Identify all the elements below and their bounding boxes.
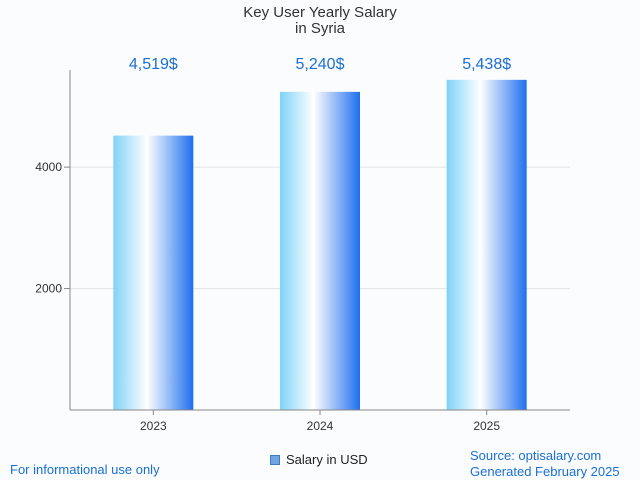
legend: Salary in USD [270,452,368,467]
chart-title: Key User Yearly Salary [243,4,397,21]
data-label-2023: 4,519$ [129,56,178,73]
y-tick-label: 2000 [35,282,62,296]
legend-swatch [270,454,280,465]
legend-label: Salary in USD [286,452,368,467]
disclaimer-text: For informational use only [10,462,160,477]
data-label-2025: 5,438$ [462,56,511,73]
bar-2023 [113,135,194,410]
x-tick-label: 2025 [473,419,500,433]
data-label-2024: 5,240$ [296,56,345,73]
y-tick-label: 4000 [35,160,62,174]
x-tick-label: 2023 [140,419,167,433]
x-tick-label: 2024 [307,419,334,433]
generated-date: Generated February 2025 [470,464,620,479]
bar-2025 [446,79,527,410]
bars [113,79,527,410]
bar-2024 [280,91,360,410]
source-link[interactable]: Source: optisalary.com [470,448,602,463]
data-labels: 4,519$ 5,240$ 5,438$ [129,56,511,73]
axes: 2000 4000 2023 2024 2025 [35,70,570,433]
chart-subtitle: in Syria [294,20,346,37]
